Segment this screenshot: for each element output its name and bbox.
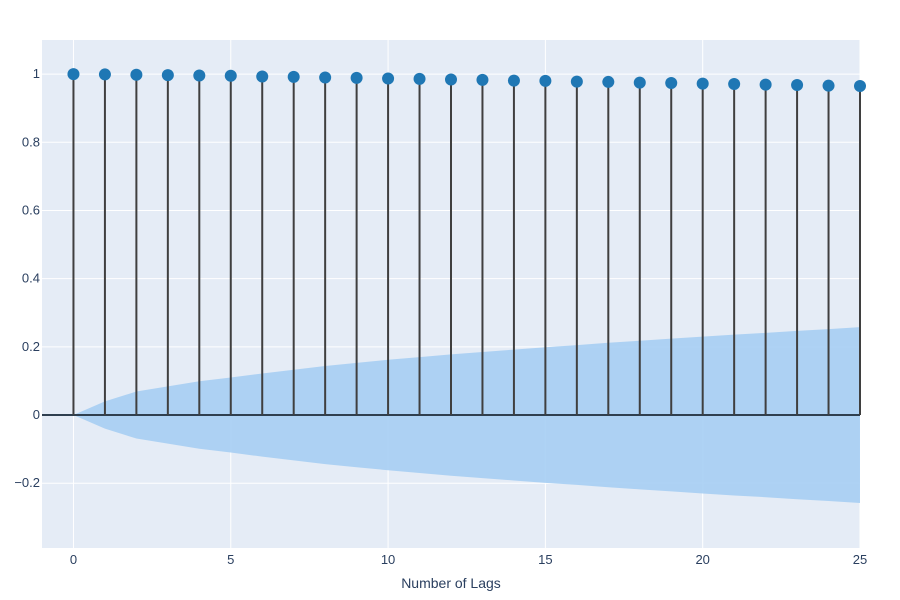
acf-point — [319, 71, 332, 84]
x-tick-label: 10 — [381, 552, 395, 567]
acf-point — [67, 68, 80, 81]
acf-point — [854, 80, 866, 93]
acf-point — [570, 75, 583, 88]
acf-point — [633, 76, 646, 89]
acf-point — [822, 79, 835, 92]
y-tick-labels: −0.2 0 0.2 0.4 0.6 0.8 1 — [14, 66, 40, 490]
x-tick-labels: 0 5 10 15 20 25 — [70, 552, 867, 567]
acf-point — [193, 69, 206, 82]
acf-point — [382, 72, 395, 85]
acf-point — [350, 71, 363, 84]
acf-point — [98, 68, 111, 81]
acf-point — [539, 74, 552, 87]
acf-point — [728, 77, 741, 90]
acf-point — [445, 73, 457, 86]
acf-point — [476, 73, 489, 86]
acf-point — [665, 76, 678, 89]
acf-stems — [72, 74, 861, 416]
x-tick-label: 5 — [227, 552, 234, 567]
x-tick-label: 0 — [70, 552, 77, 567]
y-tick-label: 0.2 — [22, 339, 40, 354]
acf-point — [287, 70, 300, 83]
acf-point — [413, 72, 426, 85]
acf-markers — [67, 68, 866, 93]
x-tick-label: 25 — [853, 552, 867, 567]
y-tick-label: 0.4 — [22, 271, 40, 286]
y-tick-label: 0.6 — [22, 202, 40, 217]
acf-point — [791, 79, 804, 92]
y-tick-label: 0.8 — [22, 134, 40, 149]
acf-point — [759, 78, 772, 91]
acf-point — [256, 70, 269, 83]
acf-point — [507, 74, 520, 87]
x-tick-label: 15 — [538, 552, 552, 567]
acf-point — [161, 69, 174, 82]
y-tick-label: 0 — [33, 407, 40, 422]
acf-point — [130, 68, 143, 81]
x-axis-title: Number of Lags — [401, 575, 501, 591]
y-tick-label: −0.2 — [14, 475, 40, 490]
acf-point — [696, 77, 709, 90]
acf-point — [602, 75, 615, 88]
acf-point — [224, 69, 237, 82]
x-tick-label: 20 — [695, 552, 709, 567]
y-tick-label: 1 — [33, 66, 40, 81]
